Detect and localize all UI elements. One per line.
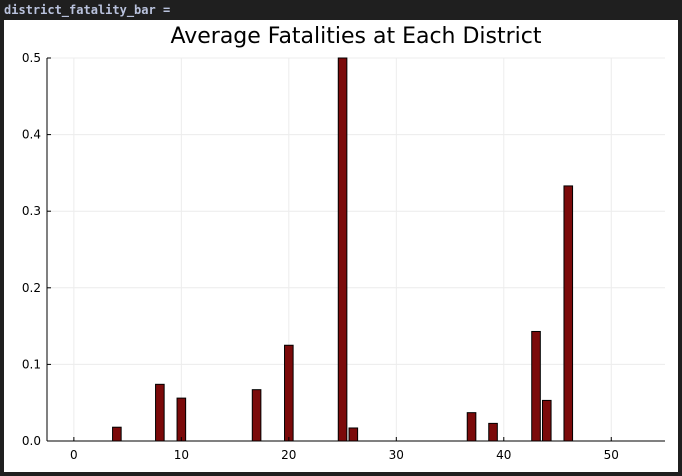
x-tick-label: 40 — [496, 448, 511, 462]
y-tick-label: 0.4 — [22, 128, 41, 142]
bar-44 — [541, 399, 552, 442]
bar-20 — [284, 344, 294, 442]
x-tick-label: 50 — [604, 448, 619, 462]
bar-26 — [348, 427, 359, 442]
bar-46 — [563, 185, 574, 442]
bar-25 — [337, 57, 348, 442]
bar-4 — [112, 426, 122, 442]
bar-43 — [531, 330, 541, 442]
bar-8 — [155, 383, 165, 442]
y-tick-label: 0.5 — [22, 51, 41, 65]
bar-10 — [176, 397, 187, 442]
x-tick-label: 30 — [389, 448, 404, 462]
bar-chart: Average Fatalities at Each District 0 10 2… — [22, 24, 665, 462]
y-tick-label: 0.0 — [22, 434, 41, 448]
bars — [69, 57, 627, 442]
y-tick-label: 0.2 — [22, 281, 41, 295]
x-tick-label: 0 — [70, 448, 78, 462]
x-tick-label: 20 — [281, 448, 296, 462]
chart-title: Average Fatalities at Each District — [170, 24, 541, 49]
x-tick-label: 10 — [174, 448, 189, 462]
cell-variable-label: district_fatality_bar = — [4, 3, 171, 17]
bar-37 — [466, 412, 477, 442]
y-tick-label: 0.3 — [22, 204, 41, 218]
y-axis-ticks: 0.0 0.1 0.2 0.3 0.4 0.5 — [22, 51, 51, 448]
bar-17 — [251, 389, 262, 442]
y-tick-label: 0.1 — [22, 357, 41, 371]
bar-39 — [488, 422, 498, 442]
plot-panel: Average Fatalities at Each District 0 10 2… — [4, 20, 678, 472]
axes — [46, 58, 665, 442]
cell-header: district_fatality_bar = — [0, 0, 682, 20]
x-axis-ticks: 0 10 20 30 40 50 — [70, 437, 619, 462]
